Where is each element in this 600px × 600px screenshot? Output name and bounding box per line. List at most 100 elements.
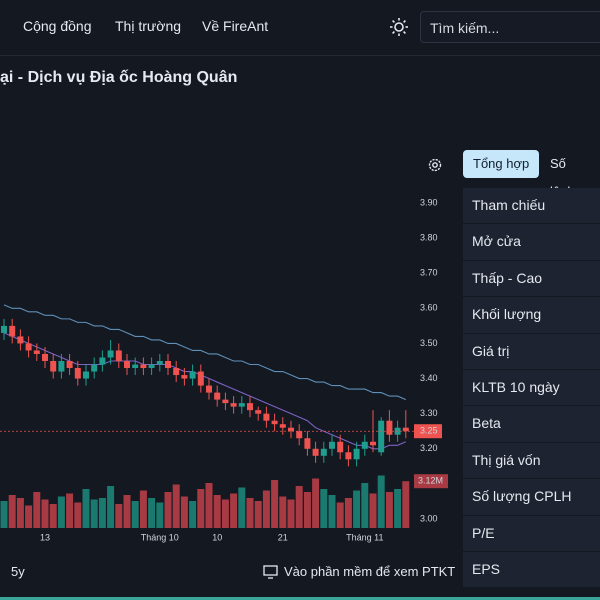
candle-body bbox=[189, 371, 196, 379]
candle-body bbox=[353, 448, 360, 460]
settings-icon[interactable] bbox=[427, 157, 443, 173]
volume-bar bbox=[221, 499, 229, 528]
candle-body bbox=[91, 364, 98, 372]
x-tick-label: 13 bbox=[40, 532, 50, 542]
volume-bar bbox=[33, 492, 41, 528]
candle-body bbox=[345, 452, 352, 460]
volume-bar bbox=[57, 496, 65, 528]
volume-bar bbox=[49, 504, 57, 528]
x-tick-label: Tháng 11 bbox=[346, 532, 383, 542]
theme-toggle[interactable] bbox=[389, 17, 409, 37]
candle-body bbox=[83, 371, 89, 379]
x-tick-label: 10 bbox=[212, 532, 222, 542]
candle-body bbox=[9, 325, 16, 337]
volume-bar bbox=[394, 489, 402, 528]
promo-link[interactable]: Vào phần mềm để xem PTKT bbox=[284, 564, 456, 579]
candle-body bbox=[148, 364, 155, 369]
volume-label-box bbox=[414, 474, 448, 489]
volume-bar bbox=[271, 480, 279, 528]
candle-body bbox=[370, 441, 376, 446]
volume-bar bbox=[115, 504, 123, 528]
last-price-label: 3.25 bbox=[420, 426, 438, 436]
candle-body bbox=[33, 350, 40, 354]
page-title: ại - Dịch vụ Địa ốc Hoàng Quân bbox=[0, 69, 238, 86]
summary-row: KLTB 10 ngày bbox=[463, 369, 600, 407]
candle-body bbox=[378, 420, 385, 453]
volume-bar bbox=[90, 499, 98, 528]
nav-link[interactable]: Thị trường bbox=[115, 18, 182, 34]
candle-body bbox=[124, 361, 130, 369]
candle-body bbox=[173, 368, 180, 376]
candle-body bbox=[329, 441, 335, 449]
tab[interactable]: Tổng hợp bbox=[463, 150, 540, 178]
volume-bar bbox=[353, 490, 361, 528]
candle-body bbox=[247, 403, 253, 411]
volume-bar bbox=[139, 490, 147, 528]
summary-row: Beta bbox=[463, 406, 600, 443]
candle-body bbox=[66, 361, 73, 369]
candle-body bbox=[58, 361, 65, 372]
candle-body bbox=[156, 361, 163, 365]
search-box[interactable]: Tìm kiếm... bbox=[420, 11, 600, 43]
nav-bar: Cộng đồng Thị trường Về FireAnt Tìm kiếm… bbox=[0, 0, 600, 56]
range-button[interactable]: 5y bbox=[11, 564, 25, 579]
volume-bar bbox=[377, 475, 385, 528]
summary-row: P/E bbox=[463, 515, 600, 552]
volume-bar bbox=[25, 505, 33, 528]
y-tick-label: 3.70 bbox=[420, 268, 438, 278]
y-tick-label: 3.30 bbox=[420, 408, 438, 418]
y-tick-label: 3.80 bbox=[420, 232, 438, 242]
summary-row: Thấp - Cao bbox=[463, 260, 600, 298]
volume-label: 3.12M bbox=[418, 476, 443, 486]
y-tick-label: 3.00 bbox=[420, 513, 438, 523]
candle-body bbox=[271, 420, 278, 425]
volume-bar bbox=[385, 492, 393, 528]
bottom-bar bbox=[0, 597, 600, 600]
volume-bar bbox=[164, 492, 172, 528]
volume-bar bbox=[180, 496, 188, 528]
summary-row: Tham chiếu bbox=[463, 188, 600, 225]
volume-bar bbox=[402, 481, 410, 528]
candle-body bbox=[206, 385, 212, 393]
candle-body bbox=[238, 403, 245, 407]
summary-row: EPS bbox=[463, 551, 600, 589]
y-tick-label: 3.60 bbox=[420, 303, 438, 313]
candle-body bbox=[361, 441, 368, 449]
volume-bar bbox=[344, 498, 352, 528]
candle-body bbox=[99, 357, 106, 365]
volume-bar bbox=[0, 501, 8, 528]
candle-body bbox=[279, 424, 286, 428]
volume-bar bbox=[8, 495, 16, 528]
volume-bar bbox=[156, 502, 164, 528]
tab[interactable]: Số lệnh bbox=[550, 156, 575, 199]
volume-bar bbox=[74, 502, 82, 528]
volume-bar bbox=[262, 490, 270, 528]
volume-bar bbox=[172, 484, 180, 528]
candle-body bbox=[288, 427, 294, 432]
nav-link[interactable]: Về FireAnt bbox=[202, 18, 269, 34]
summary-row: Giá trị bbox=[463, 333, 600, 370]
candle-body bbox=[222, 399, 229, 404]
volume-bar bbox=[131, 501, 139, 528]
volume-bar bbox=[328, 495, 336, 528]
summary-panel: Tham chiếu Mở cửa Thấp - Cao Khối lượng Giá … bbox=[463, 188, 600, 589]
volume-bar bbox=[246, 498, 254, 528]
candle-body bbox=[42, 353, 48, 361]
chart: 3.003.103.203.303.403.503.603.703.803.90… bbox=[0, 197, 448, 542]
volume-bar bbox=[336, 502, 344, 528]
candle-body bbox=[181, 375, 188, 379]
x-tick-label: Tháng 10 bbox=[141, 532, 179, 542]
summary-row: Khối lượng bbox=[463, 297, 600, 334]
candle-body bbox=[50, 361, 57, 372]
volume-bar bbox=[98, 498, 106, 528]
y-tick-label: 3.50 bbox=[420, 338, 438, 348]
candle-body bbox=[386, 420, 393, 435]
candle-body bbox=[255, 410, 262, 414]
candle-body bbox=[140, 364, 147, 369]
volume-bar bbox=[148, 498, 156, 528]
candle-body bbox=[165, 361, 171, 369]
monitor-icon bbox=[263, 565, 278, 579]
candle-body bbox=[312, 448, 319, 456]
nav-link[interactable]: Cộng đồng bbox=[23, 18, 92, 34]
